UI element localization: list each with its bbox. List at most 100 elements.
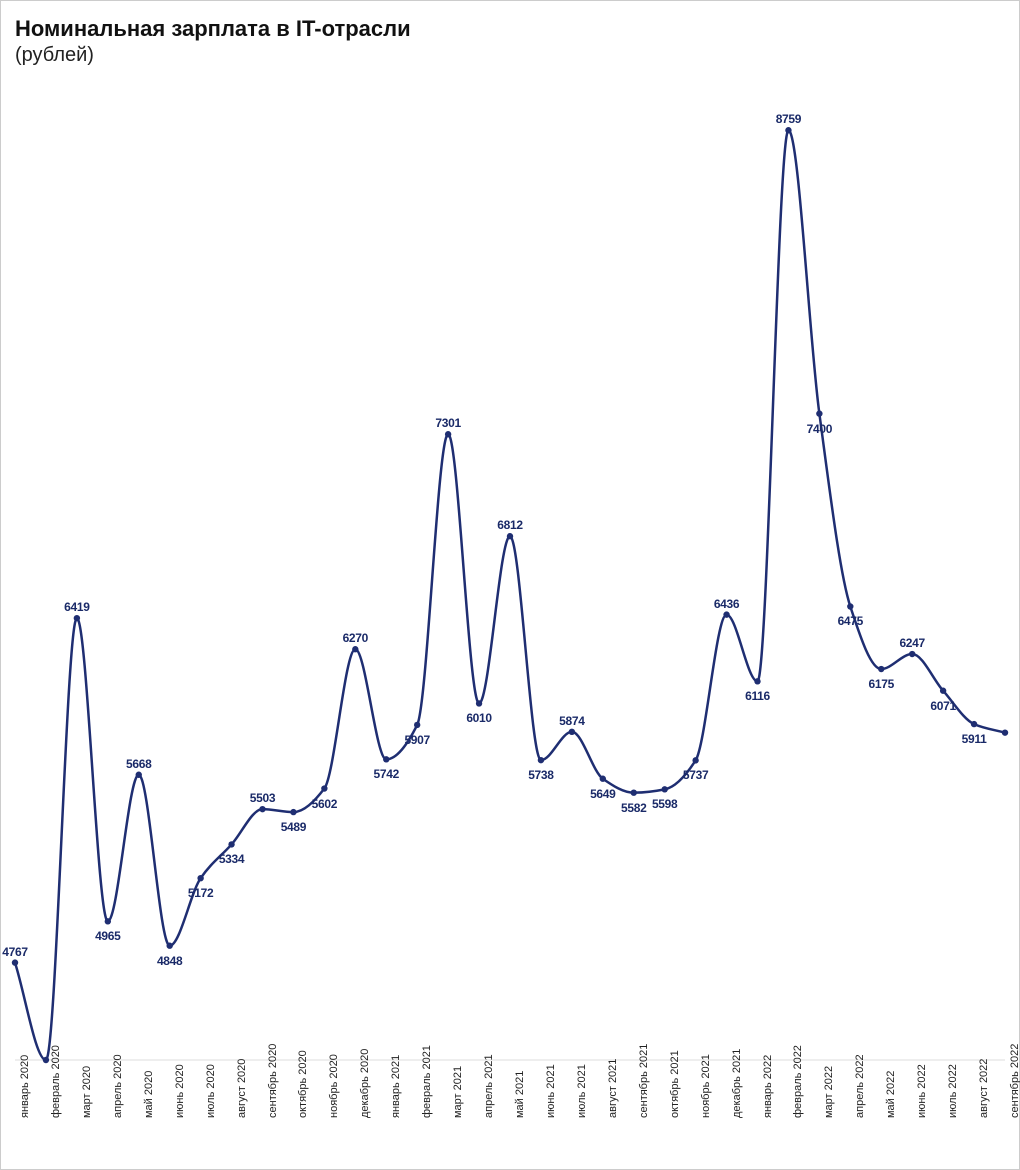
value-label: 6116: [745, 689, 770, 703]
value-label: 5738: [528, 768, 554, 782]
x-axis-label: январь 2020: [19, 1055, 31, 1118]
data-point: [507, 533, 513, 539]
value-label: 5489: [281, 820, 307, 834]
x-axis-label: октябрь 2020: [297, 1050, 309, 1118]
x-axis-label: март 2021: [452, 1066, 464, 1118]
x-axis-label: май 2020: [143, 1071, 155, 1118]
x-axis-label: март 2020: [81, 1066, 93, 1118]
data-point: [105, 918, 111, 924]
x-axis-label: август 2022: [978, 1059, 990, 1118]
value-label: 5598: [652, 797, 678, 811]
data-point: [43, 1057, 49, 1063]
data-point: [166, 943, 172, 949]
x-axis-label: январь 2021: [390, 1055, 402, 1118]
value-label: 5911: [962, 732, 987, 746]
data-point: [816, 410, 822, 416]
x-axis-label: февраль 2020: [50, 1045, 62, 1118]
chart-line: [15, 130, 1005, 1060]
value-label: 5668: [126, 757, 152, 771]
value-label: 5503: [250, 791, 276, 805]
value-label: 6270: [343, 631, 369, 645]
data-point: [569, 729, 575, 735]
data-point: [476, 700, 482, 706]
data-point: [661, 786, 667, 792]
data-point: [228, 841, 234, 847]
value-label: 7301: [435, 416, 461, 430]
value-label: 6419: [64, 600, 90, 614]
value-label: 5907: [404, 733, 430, 747]
data-point: [723, 611, 729, 617]
data-point: [878, 666, 884, 672]
value-label: 6175: [869, 677, 895, 691]
value-label: 8759: [776, 112, 802, 126]
data-point: [136, 772, 142, 778]
x-axis-label: июль 2022: [947, 1064, 959, 1118]
value-label: 5737: [683, 768, 709, 782]
x-axis-label: июль 2020: [205, 1064, 217, 1118]
data-point: [74, 615, 80, 621]
x-axis-label: сентябрь 2022: [1009, 1044, 1020, 1118]
line-chart: [0, 0, 1020, 1170]
data-point: [12, 959, 18, 965]
data-point: [383, 756, 389, 762]
data-point: [754, 678, 760, 684]
value-label: 5649: [590, 787, 616, 801]
value-label: 5582: [621, 801, 647, 815]
x-axis-label: июнь 2021: [545, 1064, 557, 1118]
data-point: [290, 809, 296, 815]
value-label: 4848: [157, 954, 183, 968]
data-point: [692, 757, 698, 763]
data-point: [321, 785, 327, 791]
data-point: [414, 722, 420, 728]
x-axis-label: июнь 2020: [174, 1064, 186, 1118]
x-axis-label: октябрь 2021: [669, 1050, 681, 1118]
value-label: 6247: [899, 636, 925, 650]
value-label: 6812: [497, 518, 523, 532]
data-point: [631, 789, 637, 795]
x-axis-label: сентябрь 2021: [638, 1044, 650, 1118]
data-point: [538, 757, 544, 763]
x-axis-label: август 2021: [607, 1059, 619, 1118]
x-axis-label: май 2021: [514, 1071, 526, 1118]
value-label: 6436: [714, 597, 740, 611]
x-axis-label: ноябрь 2020: [328, 1054, 340, 1118]
x-axis-label: август 2020: [236, 1059, 248, 1118]
x-axis-label: сентябрь 2020: [267, 1044, 279, 1118]
data-point: [197, 875, 203, 881]
value-label: 5334: [219, 852, 245, 866]
data-point: [259, 806, 265, 812]
x-axis-label: апрель 2021: [483, 1054, 495, 1118]
value-label: 6071: [930, 699, 956, 713]
chart-container: Номинальная зарплата в IT-отрасли (рубле…: [0, 0, 1020, 1170]
x-axis-label: февраль 2022: [792, 1045, 804, 1118]
x-axis-label: декабрь 2021: [731, 1049, 743, 1118]
x-axis-label: январь 2022: [762, 1055, 774, 1118]
value-label: 4965: [95, 929, 121, 943]
x-axis-label: апрель 2020: [112, 1054, 124, 1118]
value-label: 5172: [188, 886, 214, 900]
x-axis-label: ноябрь 2021: [700, 1054, 712, 1118]
data-point: [940, 688, 946, 694]
x-axis-label: декабрь 2020: [359, 1049, 371, 1118]
value-label: 6475: [838, 614, 864, 628]
data-point: [352, 646, 358, 652]
data-point: [600, 776, 606, 782]
x-axis-label: февраль 2021: [421, 1045, 433, 1118]
data-point: [1002, 729, 1008, 735]
x-axis-label: июнь 2022: [916, 1064, 928, 1118]
x-axis-label: март 2022: [823, 1066, 835, 1118]
data-point: [445, 431, 451, 437]
value-label: 4767: [2, 945, 28, 959]
x-axis-label: июль 2021: [576, 1064, 588, 1118]
data-point: [909, 651, 915, 657]
data-point: [847, 603, 853, 609]
data-point: [971, 721, 977, 727]
x-axis-label: апрель 2022: [854, 1054, 866, 1118]
value-label: 6010: [466, 711, 492, 725]
x-axis-label: май 2022: [885, 1071, 897, 1118]
data-point: [785, 127, 791, 133]
value-label: 5602: [312, 797, 338, 811]
value-label: 7400: [807, 422, 833, 436]
value-label: 5742: [374, 767, 400, 781]
value-label: 5874: [559, 714, 585, 728]
